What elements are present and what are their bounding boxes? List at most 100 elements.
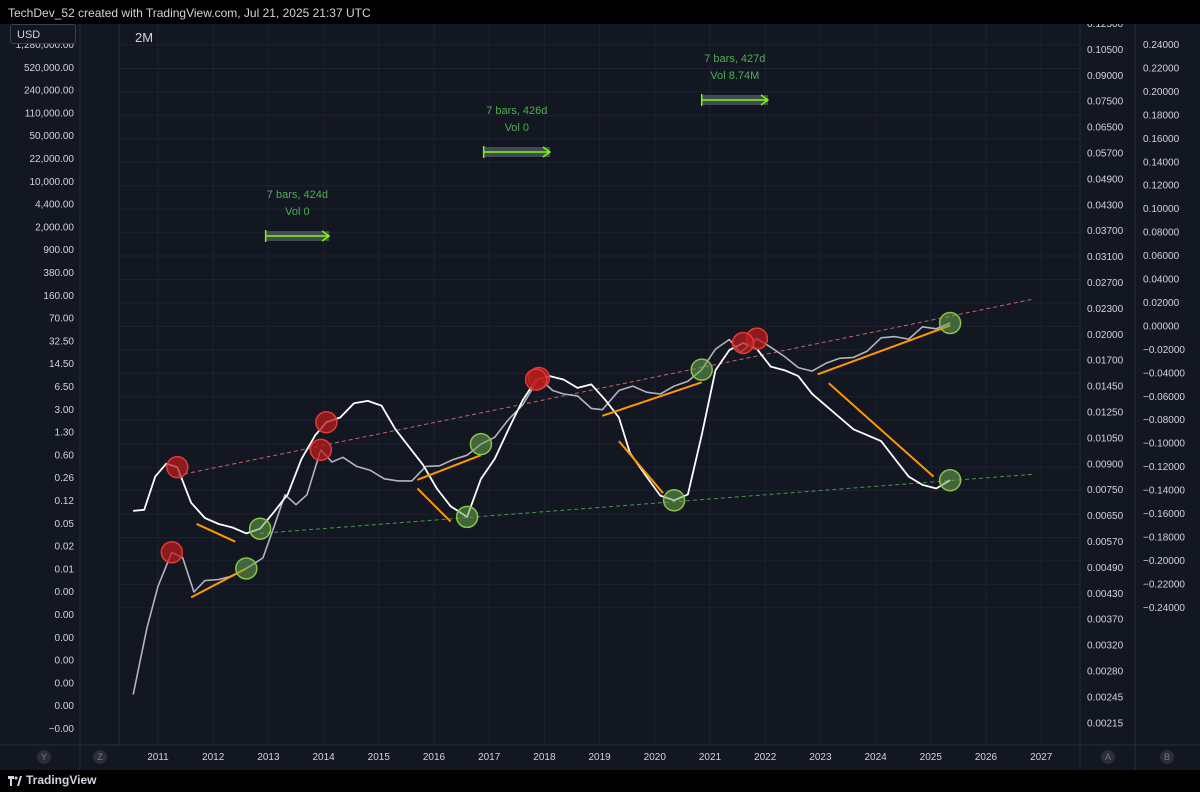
middle-axis-tick-label: 0.00570 <box>1087 537 1124 548</box>
left-axis-tick-label: 0.01 <box>55 564 75 575</box>
measure-arrow-head <box>321 230 331 242</box>
green-signal-marker <box>938 468 962 492</box>
x-tick-label: 2027 <box>1030 752 1053 763</box>
left-axis-tick-label: 2,000.00 <box>35 222 74 233</box>
right-axis-tick-label: 0.20000 <box>1143 87 1180 98</box>
interval-label: 2M <box>135 30 154 45</box>
support-line <box>260 473 1033 534</box>
tradingview-brand[interactable]: TradingView <box>8 773 96 787</box>
measure-arrow-head <box>542 146 552 158</box>
right-axis-tick-label: 0.24000 <box>1143 40 1180 51</box>
right-axis-tick-label: −0.16000 <box>1143 509 1185 520</box>
left-axis-tick-label: 50,000.00 <box>30 131 75 142</box>
oscillator-trend-line <box>196 523 236 543</box>
left-axis-tick-label: 32.50 <box>49 336 74 347</box>
right-axis-tick-label: 0.04000 <box>1143 275 1180 286</box>
green-signal-marker <box>469 432 493 456</box>
middle-axis-tick-label: 0.01450 <box>1087 382 1124 393</box>
middle-axis-tick-label: 0.10500 <box>1087 45 1124 56</box>
right-axis-tick-label: 0.22000 <box>1143 63 1180 74</box>
x-tick-label: 2013 <box>257 752 280 763</box>
annotations: 7 bars, 424d Vol 0 7 bars, 426d Vol 0 7 bars… <box>264 53 770 242</box>
left-axis-tick-label: 0.00 <box>55 610 75 621</box>
measure-label-volume: Vol 0 <box>285 206 309 218</box>
right-axis-tick-label: 0.12000 <box>1143 181 1180 192</box>
right-axis-tick-label: −0.10000 <box>1143 439 1185 450</box>
right-axis-tick-label: 0.18000 <box>1143 110 1180 121</box>
corner-button-b[interactable]: B <box>1160 750 1174 764</box>
price-chart[interactable]: 7 bars, 424d Vol 0 7 bars, 426d Vol 0 7 bars… <box>0 24 1200 770</box>
tradingview-brand-label: TradingView <box>26 773 97 787</box>
right-axis-tick-label: 0.00000 <box>1143 321 1180 332</box>
green-signal-marker <box>248 517 272 540</box>
middle-axis-tick-label: 0.00370 <box>1087 615 1124 626</box>
right-axis-tick-label: 0.10000 <box>1143 204 1180 215</box>
middle-axis-tick-label: 0.00215 <box>1087 718 1124 729</box>
right-axis-tick-label: 0.08000 <box>1143 228 1180 239</box>
middle-axis-tick-label: 0.01700 <box>1087 356 1124 367</box>
left-axis-tick-label: 0.00 <box>55 678 75 689</box>
measure-label-bars: 7 bars, 427d <box>704 53 765 65</box>
left-axis-tick-label: 6.50 <box>55 382 75 393</box>
middle-axis-tick-label: 0.03700 <box>1087 226 1124 237</box>
left-axis-tick-label: 0.26 <box>55 473 75 484</box>
middle-axis-tick-label: 0.05700 <box>1087 149 1124 160</box>
right-axis-tick-label: −0.12000 <box>1143 462 1185 473</box>
price-trend-line <box>602 381 703 417</box>
header-title: TechDev_52 created with TradingView.com,… <box>8 6 371 20</box>
middle-axis-tick-label: 0.02300 <box>1087 304 1124 315</box>
left-axis-tick-label: 1,280,000.00 <box>16 40 75 51</box>
left-axis-tick-label: 520,000.00 <box>24 63 74 74</box>
red-signal-marker <box>160 541 184 564</box>
middle-axis-tick-label: 0.00245 <box>1087 692 1124 703</box>
left-axis-tick-label: 14.50 <box>49 359 74 370</box>
left-axis-tick-label: 0.12 <box>55 496 75 507</box>
right-axis-tick-label: −0.02000 <box>1143 345 1185 356</box>
left-axis-tick-label: 22,000.00 <box>30 154 75 165</box>
middle-axis-tick-label: 0.07500 <box>1087 97 1124 108</box>
x-tick-label: 2012 <box>202 752 225 763</box>
left-axis-tick-label: 0.00 <box>55 633 75 644</box>
left-axis-tick-label: 10,000.00 <box>30 177 75 188</box>
x-tick-label: 2018 <box>533 752 556 763</box>
corner-button-z[interactable]: Z <box>93 750 107 764</box>
left-axis-tick-label: 1.30 <box>55 428 75 439</box>
x-tick-label: 2019 <box>588 752 611 763</box>
middle-axis-tick-label: 0.12500 <box>1087 24 1124 30</box>
left-axis-tick-label: 0.60 <box>55 450 75 461</box>
price-trend-line <box>817 324 951 376</box>
red-signal-marker <box>524 368 548 391</box>
header-bar: TechDev_52 created with TradingView.com,… <box>0 0 1200 24</box>
green-signal-marker <box>455 505 479 529</box>
left-axis-tick-label: 0.02 <box>55 542 75 553</box>
left-axis-tick-label: −0.00 <box>49 724 75 735</box>
x-tick-label: 2014 <box>312 752 335 763</box>
corner-button-a[interactable]: A <box>1101 750 1115 764</box>
x-tick-label: 2020 <box>644 752 667 763</box>
middle-axis-tick-label: 0.00750 <box>1087 485 1124 496</box>
green-signal-marker <box>938 311 962 335</box>
right-axis-tick-label: −0.18000 <box>1143 532 1185 543</box>
right-axis-tick-label: −0.06000 <box>1143 392 1185 403</box>
measure-label-volume: Vol 0 <box>505 122 529 134</box>
left-axis-tick-label: 0.00 <box>55 587 75 598</box>
green-signal-marker <box>690 358 713 381</box>
right-axis-tick-label: −0.22000 <box>1143 579 1185 590</box>
red-signal-marker <box>731 331 755 355</box>
left-axis-tick-label: 900.00 <box>43 245 74 256</box>
left-axis-tick-label: 4,400.00 <box>35 200 74 211</box>
middle-axis-tick-label: 0.00650 <box>1087 511 1124 522</box>
axis-separators <box>0 24 1200 770</box>
price-series-line <box>132 322 951 695</box>
markers <box>160 311 962 580</box>
middle-axis-tick-label: 0.00320 <box>1087 641 1124 652</box>
right-axis-tick-label: −0.20000 <box>1143 556 1185 567</box>
middle-axis-tick-label: 0.01050 <box>1087 433 1124 444</box>
currency-selector[interactable]: USD <box>10 24 76 44</box>
corner-button-y[interactable]: Y <box>37 750 51 764</box>
left-axis-tick-label: 70.00 <box>49 314 74 325</box>
x-tick-label: 2024 <box>864 752 887 763</box>
trend-lines <box>190 324 951 599</box>
right-axis-tick-label: −0.04000 <box>1143 368 1185 379</box>
x-tick-label: 2017 <box>478 752 501 763</box>
